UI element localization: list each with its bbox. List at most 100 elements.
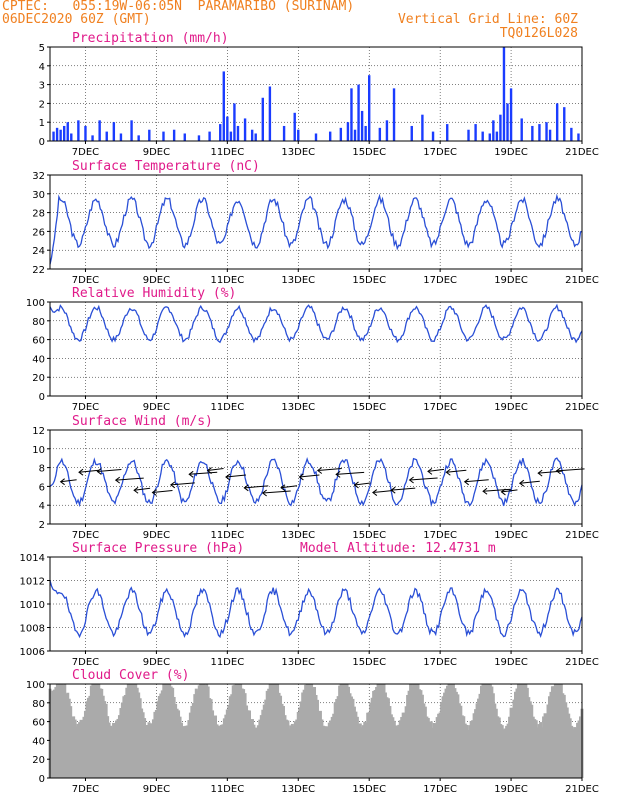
wind-arrow-head <box>482 487 488 495</box>
wind-arrow <box>280 485 298 489</box>
precip-bar <box>148 129 151 141</box>
x-tick-label: 11DEC <box>210 530 244 541</box>
precip-bar <box>98 120 101 141</box>
precip-bar <box>172 129 176 141</box>
wind-arrow <box>336 471 365 475</box>
precip-bar <box>229 131 233 141</box>
wind-arrow-head <box>225 473 231 481</box>
wind-arrow-head <box>133 486 139 494</box>
wind-arrow <box>556 468 585 472</box>
precip-bar <box>105 131 108 141</box>
precip-bar <box>70 133 73 141</box>
y-tick-label: 60 <box>32 718 45 729</box>
precip-bar <box>137 135 140 141</box>
wind-arrow-head <box>151 489 157 496</box>
precip-bar <box>488 133 491 141</box>
wind-arrow <box>152 490 173 494</box>
precip-bar <box>360 110 364 141</box>
x-tick-label: 15DEC <box>352 530 386 541</box>
panel-title-5: Cloud Cover (%) <box>72 668 189 683</box>
series-line-4 <box>49 580 583 639</box>
wind-arrow-head <box>390 486 396 494</box>
precip-bar <box>254 133 257 141</box>
wind-arrow-head <box>445 468 451 476</box>
y-tick-label: 1006 <box>20 647 45 658</box>
precip-bar <box>66 122 69 141</box>
y-tick-label: 0 <box>39 774 45 785</box>
precip-bar <box>350 88 353 141</box>
x-tick-label: 13DEC <box>281 530 315 541</box>
wind-arrow-head <box>500 488 506 496</box>
precip-bar <box>364 125 367 141</box>
y-tick-label: 0 <box>39 137 45 148</box>
panel-frame-4 <box>49 556 583 652</box>
wind-arrow <box>207 468 224 472</box>
x-tick-label: 17DEC <box>423 147 457 158</box>
y-tick-label: 80 <box>32 317 45 328</box>
y-tick-label: 3 <box>39 81 45 92</box>
header-code: TQ0126L028 <box>499 26 578 41</box>
wind-arrow <box>60 479 77 483</box>
precip-bar <box>62 125 66 141</box>
precip-bar <box>502 47 506 141</box>
wind-arrow-head <box>170 481 176 489</box>
x-tick-label: 19DEC <box>494 784 528 795</box>
wind-arrow <box>501 489 518 493</box>
x-tick-label: 17DEC <box>423 784 457 795</box>
x-tick-label: 17DEC <box>423 530 457 541</box>
precip-bar <box>77 120 80 141</box>
precip-bar <box>197 135 201 141</box>
x-tick-label: 11DEC <box>210 784 244 795</box>
wind-arrow-head <box>372 489 378 496</box>
panel-title-2: Relative Humidity (%) <box>72 286 236 301</box>
precip-bar <box>112 122 116 141</box>
x-tick-label: 7DEC <box>72 657 99 668</box>
precip-bar <box>233 103 236 141</box>
wind-arrow-head <box>353 481 359 489</box>
x-tick-label: 9DEC <box>143 402 170 413</box>
y-tick-label: 40 <box>32 736 45 747</box>
y-tick-label: 100 <box>26 298 45 309</box>
x-tick-label: 21DEC <box>565 784 599 795</box>
y-tick-label: 2 <box>39 99 45 110</box>
precip-bar <box>520 118 523 141</box>
y-tick-label: 0 <box>39 392 45 403</box>
x-tick-label: 21DEC <box>565 402 599 413</box>
x-tick-label: 7DEC <box>72 530 99 541</box>
wind-arrow <box>262 490 291 494</box>
y-tick-label: 1010 <box>20 600 45 611</box>
wind-arrow <box>170 482 195 486</box>
precip-bar <box>421 114 424 141</box>
precip-bar <box>52 131 55 141</box>
wind-arrow-head <box>555 467 561 475</box>
x-tick-label: 13DEC <box>281 784 315 795</box>
x-tick-label: 11DEC <box>210 402 244 413</box>
y-tick-label: 100 <box>26 680 45 691</box>
x-tick-label: 19DEC <box>494 402 528 413</box>
wind-arrow <box>427 468 445 472</box>
precip-bar <box>314 133 318 141</box>
precip-bar <box>55 127 59 141</box>
wind-arrow <box>317 468 342 472</box>
y-tick-label: 80 <box>32 699 45 710</box>
x-tick-label: 21DEC <box>565 530 599 541</box>
y-tick-label: 1 <box>39 118 45 129</box>
precip-bar <box>119 133 123 141</box>
header-datetime: 06DEC2020 60Z (GMT) <box>2 12 151 27</box>
precip-bar <box>410 125 413 141</box>
panel-annotation-4: Model Altitude: 12.4731 m <box>300 541 496 556</box>
precip-bar <box>91 135 94 141</box>
precip-bar <box>208 131 211 141</box>
wind-arrow <box>446 469 467 473</box>
wind-arrow <box>97 468 122 472</box>
x-tick-label: 19DEC <box>494 275 528 286</box>
y-tick-label: 20 <box>32 755 45 766</box>
x-tick-label: 17DEC <box>423 402 457 413</box>
wind-arrow <box>354 482 371 486</box>
x-tick-label: 19DEC <box>494 147 528 158</box>
y-tick-label: 32 <box>32 171 45 182</box>
y-tick-label: 10 <box>32 445 45 456</box>
y-tick-label: 1008 <box>20 624 45 635</box>
wind-arrow <box>372 490 393 494</box>
